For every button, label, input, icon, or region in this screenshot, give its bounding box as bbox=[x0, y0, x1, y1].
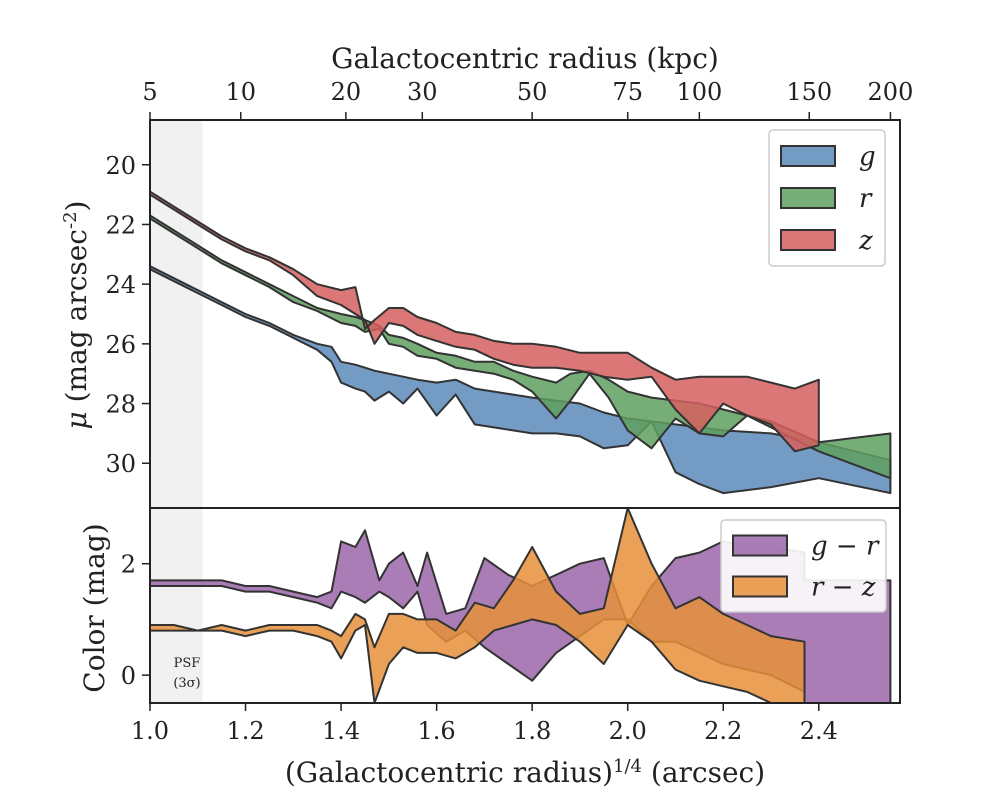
sb-legend-label: r bbox=[859, 184, 873, 214]
y-axis-label-color: Color (mag) bbox=[78, 523, 111, 692]
sb-ytick-label: 28 bbox=[105, 391, 136, 419]
xtick-label: 1.6 bbox=[418, 717, 456, 745]
col-legend-swatch bbox=[732, 534, 788, 557]
col-ytick-label: 0 bbox=[121, 662, 136, 690]
sb-legend-swatch bbox=[780, 229, 836, 251]
surface-brightness-panel: 20 22 24 26 28 30 5 10 20 30 50 75 100 150 200 grz bbox=[105, 78, 914, 509]
top-xtick-label: 200 bbox=[868, 78, 914, 106]
top-xtick-label: 50 bbox=[517, 78, 548, 106]
col-legend: g − r r − z bbox=[720, 519, 887, 613]
col-frame bbox=[149, 507, 901, 704]
col-psf-shade bbox=[150, 508, 203, 703]
top-xtick-label: 5 bbox=[142, 78, 157, 106]
psf-sublabel: (3σ) bbox=[173, 676, 200, 691]
axis-labels: Galactocentric radius (kpc) (Galactocent… bbox=[60, 42, 766, 789]
sb-legend-label: z bbox=[858, 226, 873, 256]
xtick-label: 2.4 bbox=[800, 717, 838, 745]
xtick-label: 1.2 bbox=[226, 717, 264, 745]
col-legend-label: g − r bbox=[811, 532, 880, 562]
sb-ytick-label: 20 bbox=[105, 152, 136, 180]
sb-ytick-label: 22 bbox=[105, 211, 136, 239]
psf-label: PSF bbox=[174, 656, 201, 671]
xtick-label: 1.0 bbox=[131, 717, 169, 745]
xtick-label: 1.8 bbox=[513, 717, 551, 745]
col-band-rz bbox=[150, 508, 806, 703]
y-axis-label-surface-brightness: μ (mag arcsec-2) bbox=[60, 201, 94, 430]
sb-ytick-label: 24 bbox=[105, 271, 136, 299]
sb-band-z bbox=[150, 190, 820, 453]
top-xtick-label: 75 bbox=[612, 78, 643, 106]
top-xtick-label: 10 bbox=[225, 78, 256, 106]
sb-legend-label: g bbox=[859, 142, 876, 172]
top-xtick-label: 100 bbox=[676, 78, 722, 106]
xtick-label: 2.2 bbox=[704, 717, 742, 745]
sb-ytick-label: 26 bbox=[105, 331, 136, 359]
sb-ytick-label: 30 bbox=[105, 450, 136, 478]
top-xtick-label: 150 bbox=[786, 78, 832, 106]
col-legend-swatch bbox=[732, 575, 788, 598]
xtick-label: 1.4 bbox=[322, 717, 360, 745]
top-xtick-label: 30 bbox=[407, 78, 438, 106]
sb-legend-swatch bbox=[780, 187, 836, 209]
top-xtick-label: 20 bbox=[331, 78, 362, 106]
sb-psf-shade bbox=[150, 120, 203, 508]
col-ytick-label: 2 bbox=[121, 551, 136, 579]
top-axis-label: Galactocentric radius (kpc) bbox=[331, 42, 719, 75]
sb-legend-swatch bbox=[780, 145, 836, 167]
color-panel: 0 2 1.0 1.2 1.4 1.6 1.8 2.0 2.2 2.4 PSF (3σ) g − r r … bbox=[121, 507, 901, 745]
sb-legend: grz bbox=[768, 129, 886, 267]
x-axis-label: (Galactocentric radius)1/4 (arcsec) bbox=[285, 756, 765, 790]
xtick-label: 2.0 bbox=[609, 717, 647, 745]
col-legend-label: r − z bbox=[811, 573, 876, 603]
